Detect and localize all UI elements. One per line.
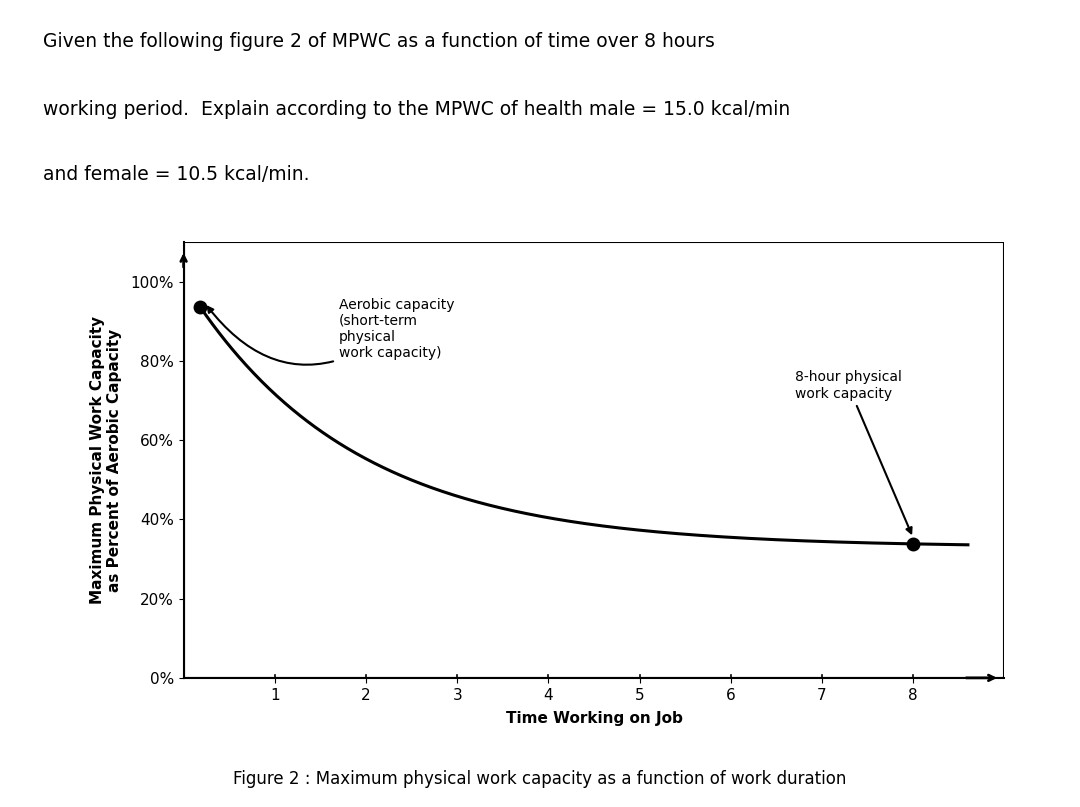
Text: Aerobic capacity
(short-term
physical
work capacity): Aerobic capacity (short-term physical wo… <box>207 298 454 365</box>
Text: working period.  Explain according to the MPWC of health male = 15.0 kcal/min: working period. Explain according to the… <box>43 100 791 119</box>
Y-axis label: Maximum Physical Work Capacity
as Percent of Aerobic Capacity: Maximum Physical Work Capacity as Percen… <box>90 316 122 604</box>
X-axis label: Time Working on Job: Time Working on Job <box>505 711 683 726</box>
Text: Given the following figure 2 of MPWC as a function of time over 8 hours: Given the following figure 2 of MPWC as … <box>43 32 715 52</box>
Text: and female = 10.5 kcal/min.: and female = 10.5 kcal/min. <box>43 165 310 185</box>
Bar <box>184 242 1004 678</box>
Text: Figure 2 : Maximum physical work capacity as a function of work duration: Figure 2 : Maximum physical work capacit… <box>233 770 847 788</box>
Text: 8-hour physical
work capacity: 8-hour physical work capacity <box>795 370 912 533</box>
